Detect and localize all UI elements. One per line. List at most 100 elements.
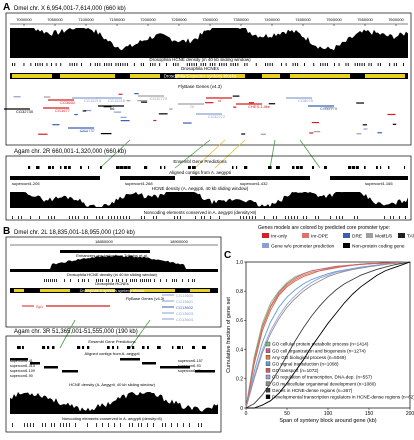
panel-a-noncoding-mark	[69, 216, 70, 219]
panel-a-tick-label: 7300000	[202, 17, 218, 22]
panel-b-hcne-mark	[134, 279, 135, 282]
panel-a-hcne-mark	[159, 63, 161, 66]
panel-b-hcne-mark	[166, 279, 167, 282]
panel-c-chart: 0 50 100 150 200 0 0.2 0.4 0.6 0.8 1.0 Span of sy…	[226, 260, 414, 424]
panel-c-y-tick-label: 0.6	[236, 318, 243, 324]
panel-b-contig	[10, 358, 28, 361]
legend-swatch	[262, 243, 269, 248]
panel-b-hcne-mark	[154, 279, 155, 282]
panel-a-noncoding-mark	[273, 216, 274, 219]
panel-a-gene-glyph	[43, 96, 51, 98]
panel-a-noncoding-mark	[246, 216, 247, 219]
panel-a-gene-glyph	[126, 100, 131, 102]
panel-a-hcne-mark	[202, 63, 204, 66]
panel-a-ensembl-gene	[60, 166, 62, 169]
panel-a-gene-glyph	[260, 133, 266, 135]
panel-c-legend-label: Developmental transcription regulators i…	[272, 395, 414, 400]
panel-a-hcne-mark	[23, 63, 25, 66]
panel-a-hcne-mark	[292, 63, 294, 66]
panel-a-gene-glyph	[13, 96, 21, 98]
panel-a-hcne-mark	[214, 63, 216, 66]
panel-a-noncoding-mark	[111, 216, 112, 219]
panel-a-hcne-marks	[12, 63, 404, 66]
panel-a-hcne-mark	[140, 63, 142, 66]
panel-a-synteny-block	[12, 74, 52, 78]
panel-b-hcne-mark	[174, 279, 175, 282]
panel-b-synteny-block	[40, 289, 70, 292]
panel-b-contig	[30, 362, 40, 365]
panel-a-hcne-mark	[393, 63, 395, 66]
panel-a-hcne-mark	[205, 63, 207, 66]
panel-a-hcne-mark	[294, 63, 296, 66]
panel-a-hcne-mark	[152, 63, 154, 66]
panel-b-noncoding-mark	[177, 423, 178, 427]
panel-a-noncoding-mark	[357, 216, 358, 219]
panel-a-gene-glyph	[268, 103, 276, 105]
panel-a-noncoding-mark	[117, 216, 118, 219]
legend-swatch	[366, 233, 373, 238]
panel-b-contig	[142, 362, 156, 365]
panel-a-ensembl-gene	[364, 166, 366, 169]
panel-b-hcne-mark	[112, 279, 113, 282]
panel-a-hcne-mark	[108, 63, 110, 66]
panel-c-legend-swatch	[265, 368, 271, 373]
legend-label: Motif1/6	[375, 234, 392, 240]
panel-a-noncoding-mark	[48, 216, 49, 219]
panel-a-hcne-mark	[267, 63, 269, 66]
panel-b-contig-label-right: supercont1.93	[178, 364, 201, 368]
panel-a-hcne-mark	[361, 63, 363, 66]
panel-b-noncoding-mark	[69, 423, 70, 427]
panel-a-hcne-mark	[81, 63, 82, 66]
panel-a-ensembl-gene	[232, 166, 234, 169]
panel-b-noncoding-mark	[129, 423, 130, 427]
panel-a-synteny-blocks	[12, 74, 405, 78]
panel-a-tick-label: 7600000	[388, 17, 404, 22]
panel-a-hcne-mark	[230, 63, 232, 66]
panel-a-hcne-mark	[271, 63, 273, 66]
panel-a-tick-label: 7100000	[78, 17, 94, 22]
panel-b-enhancer-label: Enhancers regulating from Tribulys et al…	[76, 253, 148, 258]
panel-a-tick-label: 7450000	[295, 17, 311, 22]
panel-b-noncoding-mark	[171, 423, 172, 427]
panel-b-hcne-mark	[142, 279, 143, 282]
panel-b-ensembl-gene	[22, 346, 24, 349]
panel-a-gene-glyph	[52, 124, 60, 126]
panel-a-gene-label: CG32779	[320, 106, 338, 111]
panel-a-ensembl-gene	[388, 166, 390, 169]
panel-b-contig	[195, 370, 215, 373]
panel-a-ensembl-gene	[64, 166, 67, 169]
panel-a-contig-2	[120, 176, 175, 180]
panel-a-hcnes-label: Drosophila HCNEs	[181, 66, 220, 71]
panel-a-noncoding-mark	[126, 216, 127, 219]
legend-swatch	[343, 233, 350, 238]
panel-a-hcne-mark	[377, 63, 379, 66]
panel-a-hcne-mark	[345, 63, 347, 66]
panel-a-noncoding-mark	[342, 216, 343, 219]
panel-a-noncoding-mark	[243, 216, 244, 219]
panel-a-tick-label: 7550000	[357, 17, 373, 22]
panel-b-hcne-mark	[122, 279, 123, 282]
panel-a-gene-glyph	[168, 108, 173, 110]
panel-a-hcne-mark	[223, 63, 225, 66]
panel-a-ensembl-gene	[116, 166, 120, 169]
panel-a-gene-glyph	[153, 119, 157, 122]
panel-a-hcne-mark	[363, 63, 365, 66]
panel-b-noncoding-mark	[87, 423, 88, 427]
panel-b-hcne-mark	[144, 279, 145, 282]
panel-a-dmel-density	[10, 28, 408, 58]
panel-a-hcne-mark	[143, 63, 144, 66]
panel-b-synteny-block	[130, 289, 175, 292]
panel-a-tick-label: 7150000	[109, 17, 125, 22]
panel-a-gene-glyph	[118, 93, 123, 95]
panel-b-hcne-mark	[106, 279, 107, 282]
panel-b-ensembl-gene	[157, 346, 161, 349]
panel-a-dmel-frame	[5, 12, 412, 146]
panel-a-noncoding-mark	[294, 216, 295, 219]
panel-b-hcne-marks	[44, 279, 195, 282]
panel-a-hcne-mark	[106, 63, 108, 66]
panel-a-noncoding-marks	[12, 216, 406, 219]
panel-b-contig	[44, 366, 58, 369]
panel-a-gene-label: ct	[218, 98, 222, 103]
panel-b-noncoding-mark	[51, 423, 52, 427]
panel-c-y-label: Cumulative fraction of gene set	[226, 297, 232, 373]
